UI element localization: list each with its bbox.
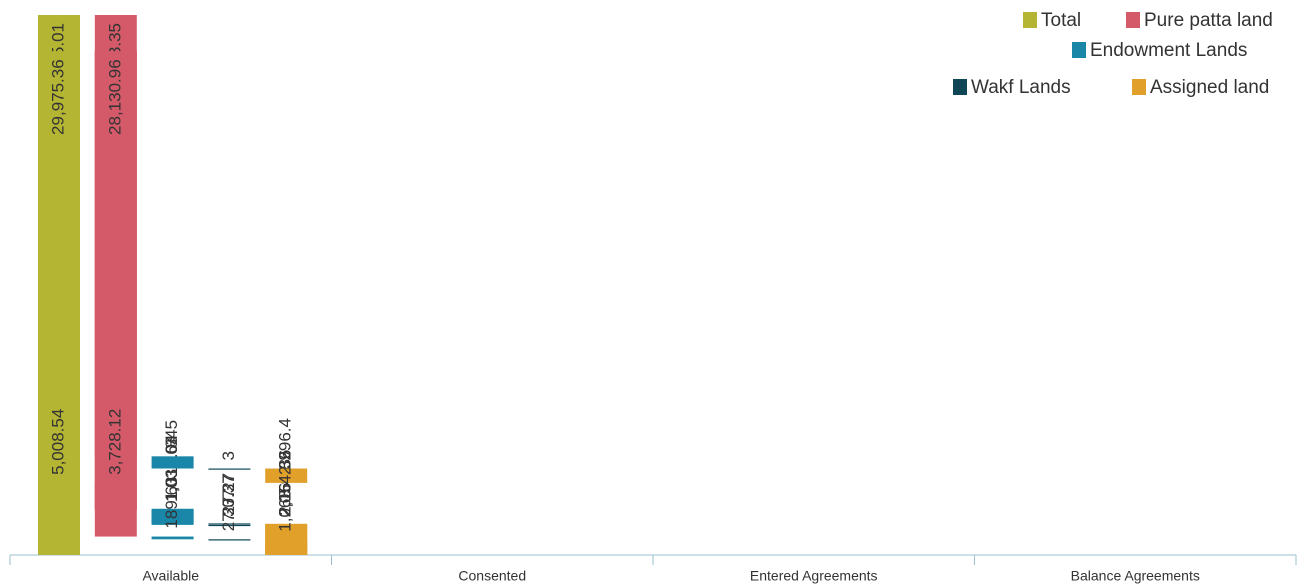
legend-label: Endowment Lands	[1090, 40, 1247, 61]
data-label: 1,034.63	[162, 436, 181, 502]
data-label: 189.63	[162, 477, 181, 529]
bar	[151, 536, 194, 540]
data-label: 2,059.82	[276, 451, 295, 517]
x-tick-label: Consented	[458, 568, 526, 584]
x-tick-label: Entered Agreements	[750, 568, 878, 584]
data-label: 28,130.96	[105, 59, 124, 135]
data-label: 27.37	[219, 489, 238, 532]
data-label: 3	[219, 451, 238, 460]
data-label: 30.37	[219, 474, 238, 517]
data-label: 845	[162, 420, 181, 448]
data-label: 3,728.12	[105, 409, 124, 475]
legend-swatch	[953, 79, 967, 95]
bar	[208, 468, 251, 470]
bar	[265, 539, 308, 555]
bar	[208, 523, 251, 525]
bar	[208, 539, 251, 541]
data-label: 996.4	[276, 418, 295, 461]
legend-swatch	[1072, 42, 1086, 58]
bar	[151, 510, 194, 525]
data-label: 5,008.54	[48, 409, 67, 475]
bar	[38, 482, 80, 555]
legend-swatch	[1126, 12, 1140, 28]
legend-swatch	[1132, 79, 1146, 95]
bar	[151, 456, 194, 469]
data-label: 29,975.36	[48, 59, 67, 135]
bar	[265, 468, 308, 483]
data-label: 1,063.42	[276, 466, 295, 532]
bar	[94, 51, 137, 457]
x-tick-label: Available	[142, 568, 199, 584]
data-label: 27.27	[219, 473, 238, 516]
legend-label: Pure patta land	[1144, 10, 1273, 31]
legend-label: Assigned land	[1150, 77, 1269, 98]
bar	[208, 524, 251, 527]
bar	[94, 482, 137, 537]
legend-label: Total	[1041, 10, 1081, 31]
x-tick-label: Balance Agreements	[1071, 568, 1200, 584]
legend-label: Wakf Lands	[971, 77, 1071, 98]
legend-swatch	[1023, 12, 1037, 28]
bar	[38, 51, 80, 483]
